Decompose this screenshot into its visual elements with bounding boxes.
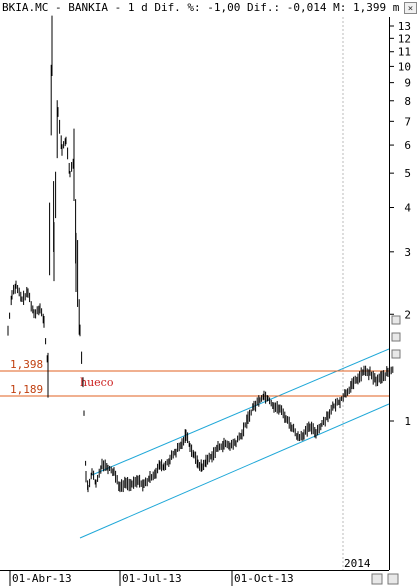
y-tick-label-8: 5 xyxy=(404,167,411,180)
y-tick-label-12: 1 xyxy=(404,415,411,428)
y-tick-label-1: 12 xyxy=(398,32,411,45)
scroll-icon-up[interactable] xyxy=(391,315,401,325)
y-tick-label-5: 8 xyxy=(404,95,411,108)
price-bars xyxy=(7,15,394,493)
scroll-icon-mid[interactable] xyxy=(391,332,401,342)
scroll-icon-left[interactable] xyxy=(371,573,383,585)
support-lines: 1,398 1,189 hueco xyxy=(0,358,389,397)
x-tick-label-3: 2014 xyxy=(344,557,371,570)
y-tick-label-4: 9 xyxy=(404,77,411,90)
close-icon[interactable]: × xyxy=(404,2,417,14)
x-tick-label-2: 01-Oct-13 xyxy=(234,572,294,585)
hline-label-0: 1,398 xyxy=(10,358,43,371)
y-tick-label-10: 3 xyxy=(404,246,411,259)
trend-channel xyxy=(79,348,390,539)
y-tick-label-0: 13 xyxy=(398,20,411,33)
x-tick-label-1: 01-Jul-13 xyxy=(122,572,182,585)
y-tick-label-7: 6 xyxy=(404,139,411,152)
y-tick-label-9: 4 xyxy=(404,202,411,215)
channel-upper-line xyxy=(91,348,390,476)
chart-header: BKIA.MC - BANKIA - 1 d Dif. %: -1,00 Dif… xyxy=(2,1,402,14)
gap-annotation: hueco xyxy=(80,376,114,389)
y-tick-label-2: 11 xyxy=(398,46,411,59)
channel-lower-line xyxy=(79,403,390,539)
axis-scroll-buttons[interactable] xyxy=(371,315,401,585)
plot-background xyxy=(0,17,389,568)
y-tick-label-3: 10 xyxy=(398,60,411,73)
x-axis-ticks: 01-Abr-13 01-Jul-13 01-Oct-13 2014 xyxy=(9,557,371,586)
y-tick-label-6: 7 xyxy=(404,115,411,128)
y-tick-label-11: 2 xyxy=(404,308,411,321)
hline-label-1: 1,189 xyxy=(10,383,43,396)
scroll-icon-down[interactable] xyxy=(391,349,401,359)
scroll-icon-right[interactable] xyxy=(387,573,399,585)
x-tick-label-0: 01-Abr-13 xyxy=(12,572,72,585)
